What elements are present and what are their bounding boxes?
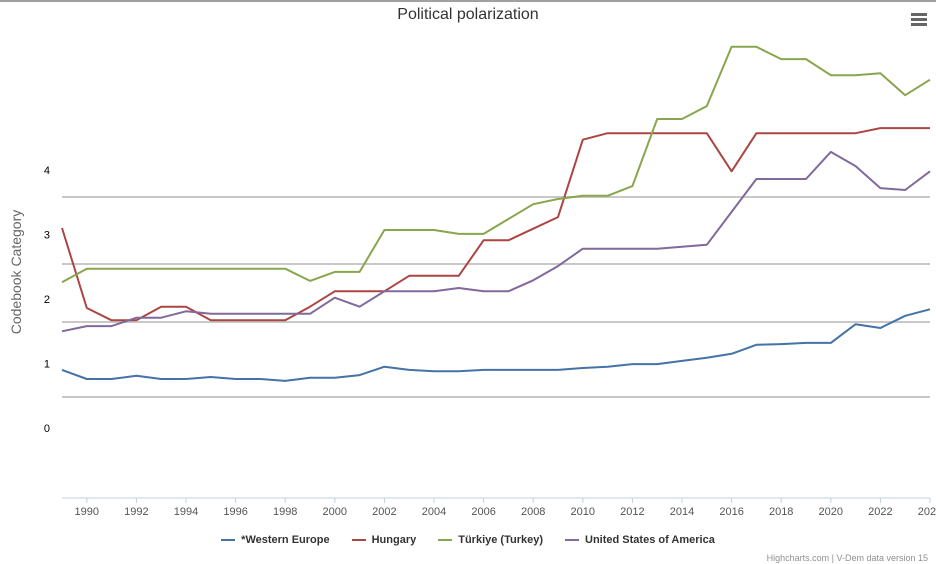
x-tick-label: 2016 [719,506,743,518]
legend: *Western Europe Hungary Türkiye (Turkey) Un… [0,534,936,546]
legend-item[interactable]: Hungary [351,534,417,546]
x-tick-label: 1992 [124,506,148,518]
x-tick-label: 1990 [75,506,99,518]
series-line-united-states-of-america [61,150,931,333]
chart-plot: 1990 1992 1994 1996 1998 2000 2002 2004 2006 2008… [8,45,936,518]
x-tick-label: 2008 [521,506,545,518]
x-tick-label: 2012 [620,506,644,518]
x-tick-label: 2006 [471,506,495,518]
credits[interactable]: Highcharts.com | V-Dem data version 15 [766,553,928,563]
legend-swatch [565,539,580,541]
x-tick-label: 2020 [819,506,843,518]
x-tick-label: 1996 [223,506,247,518]
x-tick-label: 2018 [769,506,793,518]
y-tick-label: 1 [44,359,50,371]
legend-label: Hungary [371,534,417,546]
legend-label: Türkiye (Turkey) [458,534,544,546]
x-tick-label: 1994 [174,506,198,518]
legend-label: *Western Europe [241,534,330,546]
y-tick-label: 0 [44,423,50,435]
legend-label: United States of America [585,534,715,546]
menu-icon[interactable] [911,13,927,27]
x-tick-label: 2000 [323,506,347,518]
x-tick-label: 2024 [918,506,936,518]
x-tick-label: 2010 [571,506,595,518]
series-line-western-europe [61,308,931,382]
x-tick-label: 2004 [422,506,446,518]
y-tick-label: 4 [44,165,50,177]
x-tick-label: 1998 [273,506,297,518]
chart-title: Political polarization [397,6,539,23]
x-tick-label: 2002 [372,506,396,518]
y-tick-label: 2 [44,294,50,306]
legend-swatch [351,539,366,541]
legend-item[interactable]: United States of America [565,534,715,546]
legend-swatch [438,539,453,541]
x-tick-label: 2022 [868,506,892,518]
y-axis-title: Codebook Category [8,210,24,335]
y-tick-label: 3 [44,230,50,242]
legend-swatch [221,539,236,541]
legend-item[interactable]: *Western Europe [221,534,330,546]
series-line-hungary [61,127,930,322]
legend-item[interactable]: Türkiye (Turkey) [438,534,543,546]
series-line-t-rkiye-turkey [61,45,931,284]
x-tick-label: 2014 [670,506,694,518]
top-border [0,0,936,2]
